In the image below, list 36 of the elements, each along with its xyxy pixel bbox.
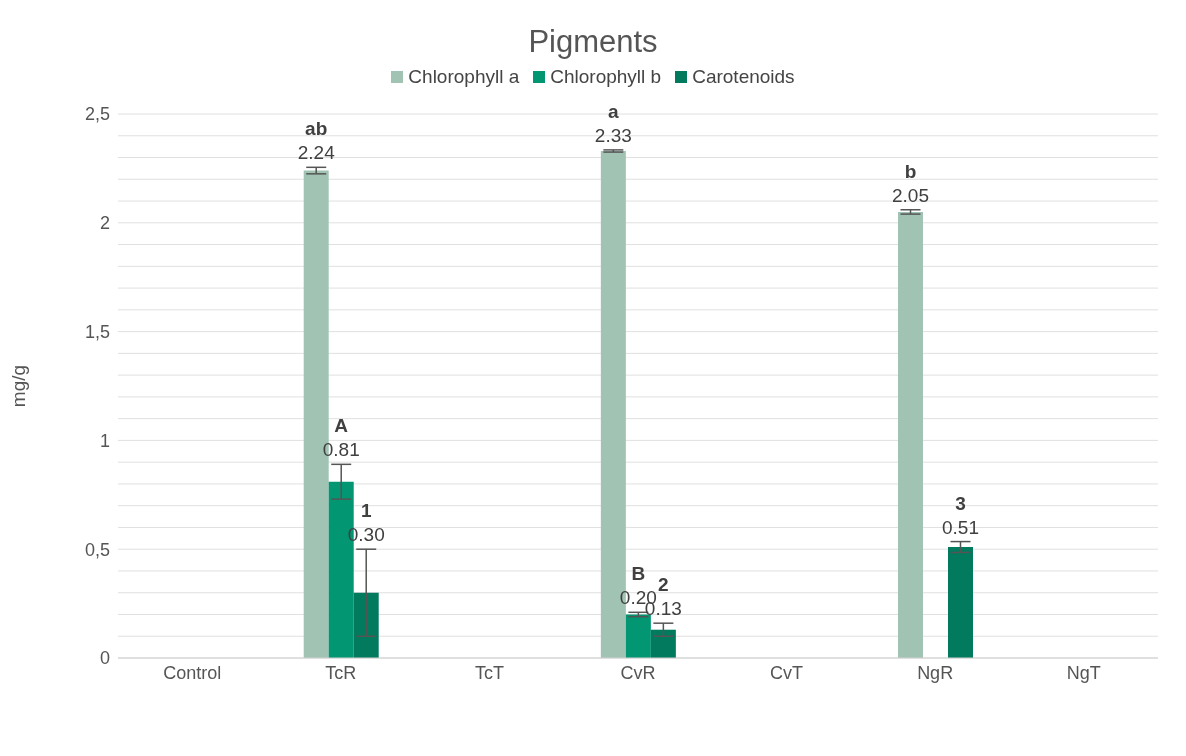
x-tick-label: CvT	[770, 662, 804, 683]
legend-label: Chlorophyll a	[408, 66, 520, 88]
y-axis-title: mg/g	[7, 364, 29, 408]
annotation: 3	[955, 492, 966, 514]
annotation: 1	[360, 500, 372, 522]
y-tick-label: 0	[99, 648, 110, 669]
bar	[898, 211, 923, 658]
y-tick-label: 1,5	[84, 321, 110, 342]
y-tick-label: 2,5	[84, 104, 110, 125]
x-tick-label: TcT	[474, 662, 504, 683]
bar	[625, 614, 651, 658]
y-tick-label: 2	[99, 213, 110, 234]
bar	[650, 629, 676, 658]
annotation: a	[608, 100, 620, 122]
y-tick-label: 1	[99, 430, 110, 451]
legend-label: Carotenoids	[692, 66, 795, 88]
data-label: 2.05	[892, 184, 929, 206]
y-tick-label: 0,5	[84, 539, 110, 560]
data-label: 2.24	[297, 142, 336, 164]
data-label: 2.33	[594, 124, 632, 146]
x-tick-label: NgT	[1066, 662, 1101, 683]
annotation: b	[904, 160, 917, 182]
annotation: A	[334, 415, 349, 437]
data-label: 0.81	[322, 439, 360, 461]
chart-title: Pigments	[527, 24, 659, 60]
annotation: B	[631, 563, 646, 585]
bar	[948, 547, 973, 658]
annotation: 2	[658, 574, 669, 596]
x-tick-label: Control	[163, 662, 222, 683]
x-tick-label: TcR	[325, 662, 357, 683]
x-tick-label: CvR	[620, 662, 656, 683]
annotation: ab	[305, 118, 328, 140]
legend-label: Chlorophyll b	[550, 66, 662, 88]
data-label: 0.51	[942, 516, 979, 538]
bar	[353, 592, 379, 658]
x-tick-label: NgR	[917, 662, 954, 683]
